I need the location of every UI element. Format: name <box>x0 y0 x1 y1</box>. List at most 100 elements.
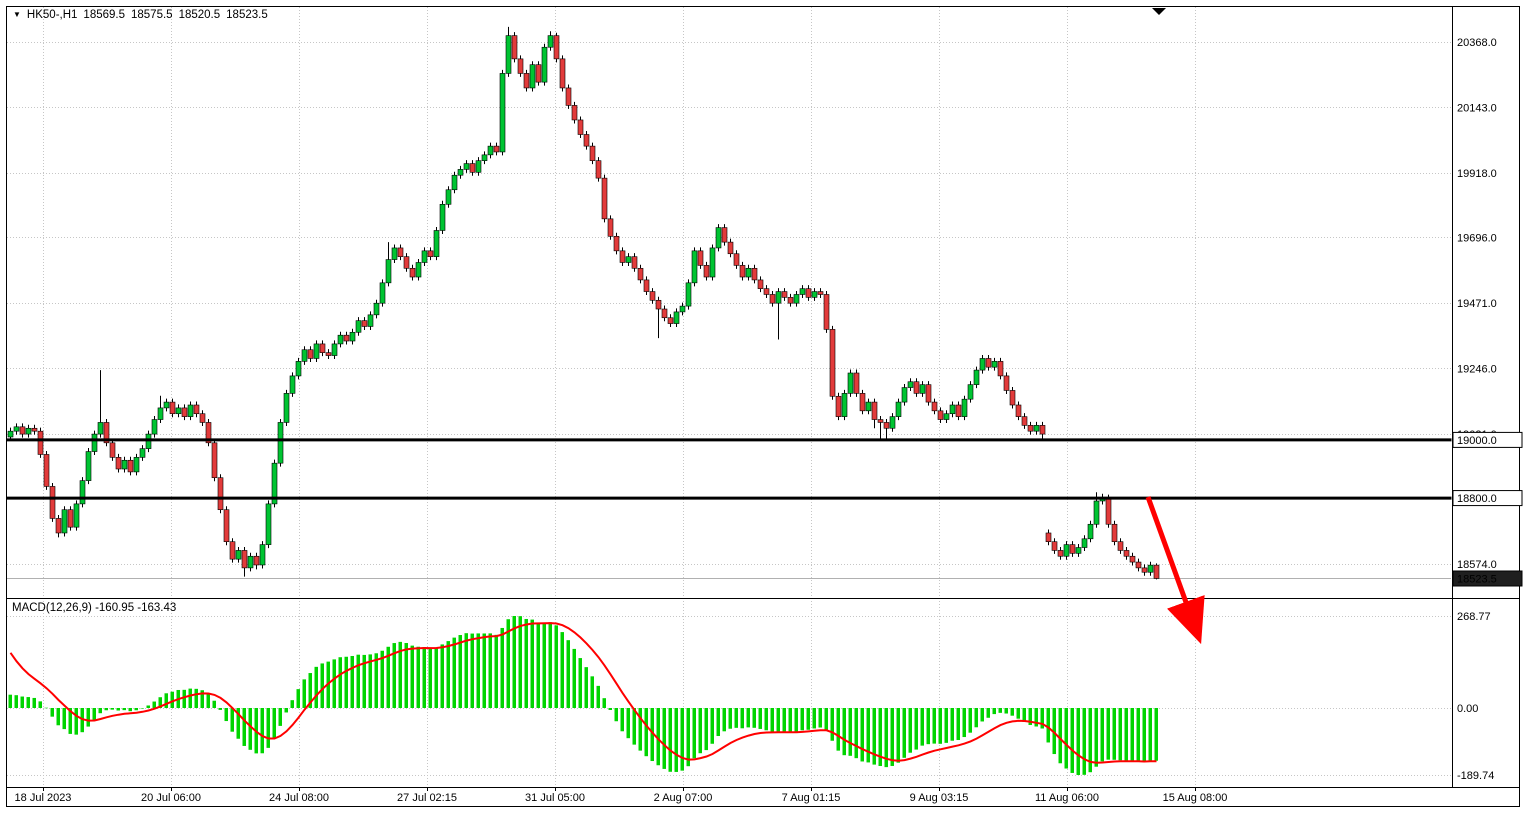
price-axis-label: 20368.0 <box>1457 37 1497 49</box>
macd-bar <box>1058 708 1062 764</box>
candle-body <box>31 427 38 432</box>
macd-axis-label: 0.00 <box>1457 703 1478 715</box>
macd-bar <box>104 708 108 711</box>
macd-bar <box>836 708 840 751</box>
macd-bar <box>860 708 864 762</box>
candle-body <box>403 256 410 269</box>
macd-bar <box>776 708 780 732</box>
candle-body <box>61 509 68 534</box>
macd-bar <box>584 667 588 708</box>
ohlc-high: 18575.5 <box>131 9 173 21</box>
candle-body <box>805 288 812 298</box>
candle-body <box>511 35 518 60</box>
time-axis-label: 11 Aug 06:00 <box>1035 792 1099 804</box>
symbol-period: HK50-,H1 <box>26 9 78 21</box>
macd-bar <box>698 708 702 754</box>
macd-bar <box>284 708 288 713</box>
macd-bar <box>422 647 426 708</box>
macd-bar <box>272 708 276 739</box>
candle-body <box>187 404 194 417</box>
macd-bar <box>188 688 192 708</box>
symbol-ohlc-header: ▼ HK50-,H1 18569.5 18575.5 18520.5 18523… <box>13 9 268 21</box>
macd-bar <box>512 616 516 708</box>
candle-body <box>787 297 794 304</box>
candle-body <box>967 384 974 400</box>
candle-body <box>913 381 920 394</box>
candle-body <box>91 433 98 452</box>
macd-bar <box>1124 708 1128 761</box>
macd-bar <box>890 708 894 766</box>
macd-bar <box>1034 708 1038 727</box>
macd-bar <box>518 616 522 708</box>
candle-body <box>775 291 782 304</box>
chart-frame <box>6 6 1520 807</box>
candle-body <box>1057 550 1064 557</box>
candle-body <box>1117 541 1124 551</box>
candle-body <box>109 442 116 458</box>
candle-body <box>451 174 458 191</box>
macd-bar <box>278 708 282 726</box>
candle-body <box>301 349 308 362</box>
candle-body <box>1093 500 1100 525</box>
macd-bar <box>980 708 984 722</box>
candle-body <box>631 256 638 269</box>
macd-bar <box>1064 708 1068 769</box>
macd-bar <box>1100 708 1104 762</box>
macd-bar <box>812 708 816 729</box>
candle-body <box>37 430 44 455</box>
candle-body <box>343 334 350 342</box>
candle-body <box>199 413 206 423</box>
trend-arrow[interactable] <box>1145 496 1205 645</box>
candle-body <box>349 331 356 342</box>
candle-body <box>1087 523 1094 540</box>
macd-bar <box>86 708 90 727</box>
macd-bar <box>650 708 654 762</box>
candle-body <box>595 160 602 179</box>
candle-body <box>85 451 92 481</box>
macd-bar <box>44 707 48 709</box>
macd-bar <box>614 708 618 722</box>
macd-bar <box>554 625 558 708</box>
macd-bar <box>704 708 708 751</box>
macd-bar <box>458 635 462 708</box>
candle-body <box>397 247 404 257</box>
candle-body <box>937 410 944 420</box>
candle-body <box>715 227 722 249</box>
candle-body <box>889 416 896 429</box>
time-axis-label: 20 Jul 06:00 <box>141 792 201 804</box>
macd-bar <box>830 708 834 741</box>
macd-bar <box>452 637 456 708</box>
candle-body <box>829 329 836 397</box>
candle-body <box>691 250 698 284</box>
time-axis-label: 9 Aug 03:15 <box>910 792 969 804</box>
macd-bar <box>560 632 564 708</box>
macd-bar <box>218 708 222 710</box>
candle-body <box>685 282 692 307</box>
macd-bar <box>1052 708 1056 755</box>
macd-bar <box>26 697 30 708</box>
macd-bar <box>608 708 612 710</box>
macd-bar <box>230 708 234 732</box>
candle-body <box>475 160 482 173</box>
candle-body <box>217 477 224 511</box>
candle-body <box>229 541 236 560</box>
collapse-icon[interactable]: ▼ <box>13 10 21 19</box>
macd-bar <box>542 622 546 708</box>
macd-bar <box>74 708 78 735</box>
candle-body <box>961 398 968 417</box>
macd-bar <box>1130 708 1134 762</box>
candle-body <box>1063 544 1070 557</box>
macd-bar <box>1028 708 1032 725</box>
candle-body <box>1129 555 1136 563</box>
macd-bar <box>1040 708 1044 729</box>
hline-price-tag-text: 19000.0 <box>1457 435 1497 447</box>
candle-body <box>499 73 506 153</box>
candle-body <box>235 550 242 560</box>
macd-bar <box>878 708 882 767</box>
macd-pane <box>8 616 1158 775</box>
macd-bar <box>746 708 750 728</box>
candle-body <box>985 358 992 368</box>
macd-bar <box>140 708 144 709</box>
candle-body <box>571 105 578 121</box>
